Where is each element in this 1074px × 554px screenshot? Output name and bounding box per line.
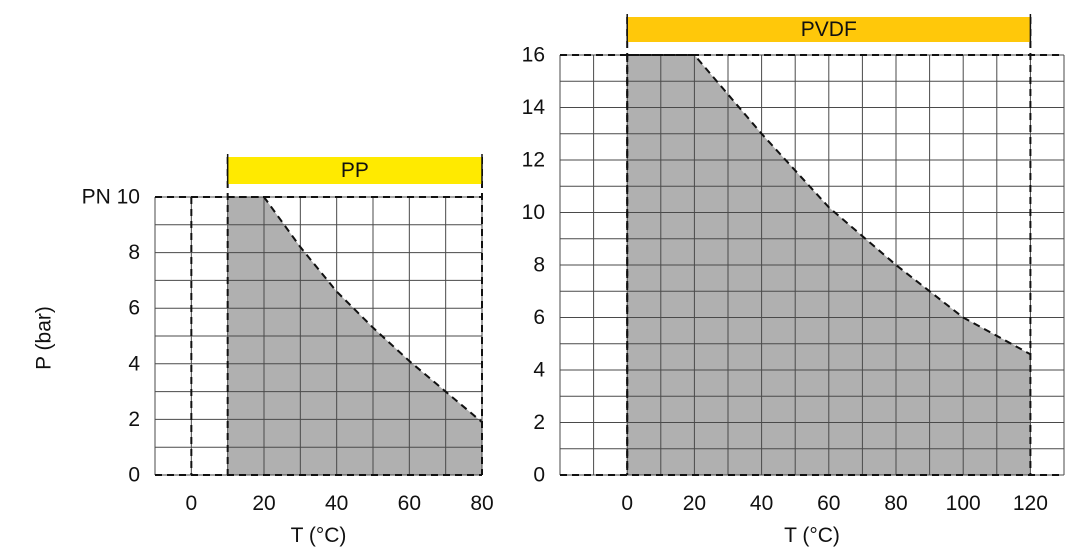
- pvdf-y-tick-label: 12: [522, 149, 545, 172]
- pvdf-y-tick-label: 2: [533, 411, 545, 434]
- pp-y-tick-label: 8: [128, 241, 140, 264]
- pp-x-axis-title: T (°C): [291, 524, 347, 547]
- pp-y-tick-label: 2: [128, 408, 140, 431]
- pvdf-x-tick-label: 60: [817, 492, 840, 515]
- pp-y-tick-label: 0: [128, 464, 140, 487]
- pp-material-band: [227, 157, 482, 184]
- pvdf-x-tick-label: 100: [946, 492, 981, 515]
- pvdf-material-band: [627, 17, 1031, 42]
- pvdf-x-tick-label: 0: [621, 492, 633, 515]
- pvdf-y-tick-label: 16: [522, 44, 545, 67]
- pvdf-x-axis-title: T (°C): [784, 524, 840, 547]
- pvdf-x-tick-label: 40: [750, 492, 773, 515]
- pvdf-y-tick-label: 6: [533, 306, 545, 329]
- pp-x-tick-label: 80: [470, 492, 493, 515]
- pp-x-tick-label: 0: [185, 492, 197, 515]
- pvdf-y-tick-label: 0: [533, 464, 545, 487]
- pvdf-chart: PVDF 0 2 4 6 8 10 12 14 16 0 20 40 60 80 100 120 T (°C): [522, 14, 1065, 547]
- pvdf-y-tick-label: 10: [522, 201, 545, 224]
- pp-y-tick-label: 6: [128, 297, 140, 320]
- pp-chart: PP 0 2 4 6 8 PN 10 0 20 40 60 80 T (°C): [82, 154, 494, 547]
- pp-x-tick-label: 60: [398, 492, 421, 515]
- pvdf-y-tick-label: 8: [533, 254, 545, 277]
- pp-pressure-curve: [227, 196, 483, 423]
- pvdf-band-label: PVDF: [801, 18, 857, 41]
- pp-x-tick-label: 40: [325, 492, 348, 515]
- pvdf-y-tick-label: 14: [522, 96, 546, 119]
- pvdf-x-tick-label: 120: [1013, 492, 1048, 515]
- pp-y-tick-label: PN 10: [82, 186, 140, 209]
- pvdf-x-tick-label: 80: [884, 492, 907, 515]
- pvdf-x-tick-label: 20: [683, 492, 706, 515]
- pvdf-pressure-curve: [627, 54, 1031, 356]
- pvdf-y-tick-label: 4: [533, 359, 545, 382]
- pp-y-tick-label: 4: [128, 352, 140, 375]
- y-axis-title: P (bar): [33, 306, 56, 370]
- pp-band-label: PP: [341, 159, 369, 182]
- pp-x-tick-label: 20: [252, 492, 275, 515]
